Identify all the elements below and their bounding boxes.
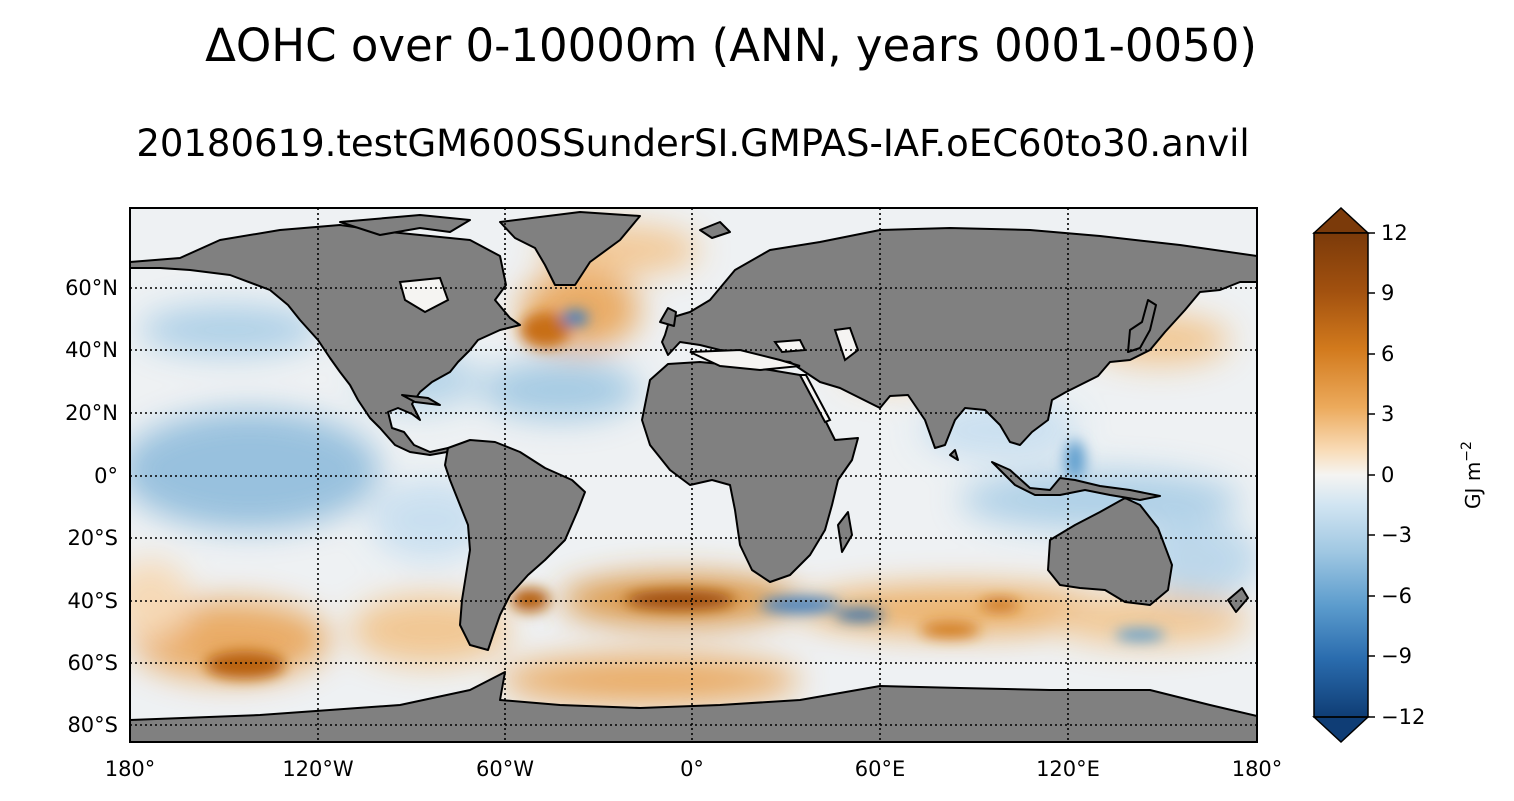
colorbar: 12 9 6 3 0 −3 −6 −9 −12 GJ m−2 <box>1312 206 1485 744</box>
colorbar-gradient <box>1314 233 1368 717</box>
hudson-bay <box>398 276 450 314</box>
colorbar-max-extend-triangle <box>1312 206 1370 234</box>
colorbar-tick-neg9: −9 <box>1381 644 1412 668</box>
australia-landmass <box>1047 497 1173 606</box>
figure-title: ΔOHC over 0-10000m (ANN, years 0001-0050… <box>205 19 1257 72</box>
map-gridlines <box>130 208 1257 742</box>
lon-tick-180w: 180° <box>105 757 156 781</box>
british-isles-landmass <box>659 307 677 327</box>
greenland-landmass <box>499 211 641 286</box>
colorbar-tick-6: 6 <box>1381 342 1394 366</box>
colorbar-tick-3: 3 <box>1381 402 1394 426</box>
sri-lanka-landmass <box>949 449 959 461</box>
map-frame <box>129 207 1258 743</box>
colorbar-label: GJ m−2 <box>1459 441 1485 509</box>
lon-tick-120e: 120°E <box>1036 757 1100 781</box>
lat-tick-80s: 80°S <box>67 713 118 737</box>
figure-subtitle: 20180619.testGM600SSunderSI.GMPAS-IAF.oE… <box>136 122 1250 165</box>
lat-tick-0: 0° <box>94 464 118 488</box>
colorbar-tick-neg3: −3 <box>1381 523 1412 547</box>
lat-tick-20n: 20°N <box>65 401 118 425</box>
madagascar-landmass <box>837 511 853 553</box>
indonesia-landmass <box>991 461 1161 501</box>
colorbar-label-unit: GJ m <box>1461 462 1485 509</box>
lat-tick-60s: 60°S <box>67 651 118 675</box>
colorbar-tick-neg6: −6 <box>1381 584 1412 608</box>
lon-tick-60w: 60°W <box>476 757 534 781</box>
lon-tick-0: 0° <box>680 757 704 781</box>
lat-tick-40n: 40°N <box>65 338 118 362</box>
arctic-islands-landmass <box>339 214 471 236</box>
eurasia-landmass <box>661 227 1257 449</box>
lat-tick-40s: 40°S <box>67 589 118 613</box>
new-zealand-landmass <box>1227 587 1249 613</box>
colorbar-label-exponent: −2 <box>1459 441 1475 462</box>
lat-tick-20s: 20°S <box>67 526 118 550</box>
colorbar-tick-12: 12 <box>1381 221 1408 245</box>
cuba-landmass <box>401 394 441 406</box>
colorbar-tick-0: 0 <box>1381 463 1394 487</box>
lon-tick-60e: 60°E <box>855 757 906 781</box>
colorbar-tick-9: 9 <box>1381 281 1394 305</box>
colorbar-min-extend-triangle <box>1312 716 1370 744</box>
lon-tick-120w: 120°W <box>282 757 354 781</box>
lon-tick-180e: 180° <box>1232 757 1283 781</box>
south-america-landmass <box>444 439 586 651</box>
inland-waters <box>398 276 860 424</box>
colorbar-tick-neg12: −12 <box>1381 705 1425 729</box>
lat-tick-60n: 60°N <box>65 276 118 300</box>
japan-landmass <box>1127 299 1157 353</box>
africa-landmass <box>641 361 859 583</box>
red-sea <box>798 374 832 424</box>
svalbard-landmass <box>699 221 731 239</box>
